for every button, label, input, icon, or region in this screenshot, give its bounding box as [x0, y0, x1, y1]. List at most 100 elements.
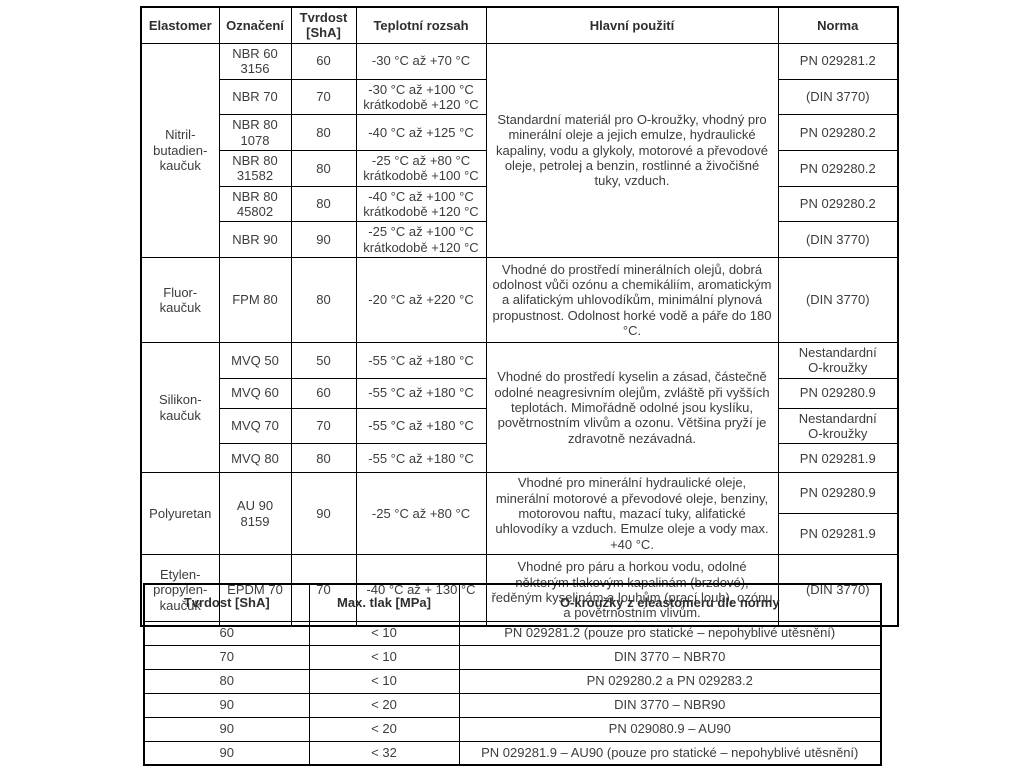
cell-norma: PN 029280.2	[777, 114, 899, 151]
cell-max-tlak: < 20	[308, 692, 460, 718]
table-row: Silikon- kaučuk MVQ 50 50 -55 °C až +180…	[140, 341, 899, 474]
cell-tvrdost: 60	[143, 620, 310, 646]
cell-max-tlak: < 10	[308, 620, 460, 646]
table-row: 90 < 20 PN 029080.9 – AU90	[143, 716, 882, 742]
cell-elastomer: Polyuretan	[140, 472, 220, 555]
cell-max-tlak: < 20	[308, 716, 460, 742]
cell-tvrdost: 90	[143, 740, 310, 766]
oring-pressure-table: Tvrdost [ShA] Max. tlak [MPa] O-kroužky …	[143, 583, 882, 766]
cell-rozsah: -30 °C až +100 °C krátkodobě +120 °C	[355, 78, 487, 116]
table-row: Polyuretan AU 90 8159 90 -25 °C až +80 °…	[140, 472, 899, 555]
cell-oznaceni: AU 90 8159	[218, 472, 292, 555]
cell-rozsah: -20 °C až +220 °C	[355, 256, 487, 343]
cell-rozsah: -55 °C až +180 °C	[355, 341, 487, 379]
cell-norma: PN 029280.2	[777, 149, 899, 187]
cell-tvrdost: 80	[290, 256, 357, 343]
cell-pouziti: Vhodné do prostředí minerálních olejů, d…	[485, 256, 779, 343]
col-header-norma: Norma	[777, 6, 899, 44]
cell-rozsah: -25 °C až +80 °C krátkodobě +100 °C	[355, 149, 487, 187]
cell-norma: PN 029281.2 (pouze pro statické – nepohy…	[458, 620, 882, 646]
cell-rozsah: -55 °C až +180 °C	[355, 443, 487, 474]
header-row: Elastomer Označení Tvrdost [ShA] Teplotn…	[140, 6, 899, 44]
table-row: NBR 90 90 -25 °C až +100 °C krátkodobě +…	[141, 221, 899, 258]
cell-tvrdost: 90	[143, 692, 310, 718]
cell-tvrdost: 70	[143, 644, 310, 670]
cell-norma: PN 029280.2	[777, 185, 899, 223]
table-row: NBR 80 45802 80 -40 °C až +100 °C krátko…	[141, 185, 899, 223]
cell-tvrdost: 80	[143, 668, 310, 694]
cell-norma: DIN 3770 – NBR70	[458, 644, 882, 670]
cell-oznaceni: NBR 80 1078	[218, 114, 292, 151]
cell-tvrdost: 80	[290, 185, 357, 223]
elastomer-table: Elastomer Označení Tvrdost [ShA] Teplotn…	[140, 6, 899, 628]
cell-max-tlak: < 10	[308, 668, 460, 694]
table-row: 70 < 10 DIN 3770 – NBR70	[143, 644, 882, 670]
cell-pouziti: Vhodné do prostředí kyselin a zásad, čás…	[485, 341, 779, 474]
cell-oznaceni: NBR 70	[218, 78, 292, 116]
cell-oznaceni: FPM 80	[218, 256, 292, 343]
table-row: MVQ 80 80 -55 °C až +180 °C PN 029281.9	[141, 443, 899, 474]
table-row: Fluor- kaučuk FPM 80 80 -20 °C až +220 °…	[140, 256, 899, 343]
cell-max-tlak: < 10	[308, 644, 460, 670]
cell-rozsah: -55 °C až +180 °C	[355, 407, 487, 445]
cell-oznaceni: MVQ 70	[218, 407, 292, 445]
table-row: NBR 70 70 -30 °C až +100 °C krátkodobě +…	[141, 78, 899, 116]
cell-norma: Nestandardní O-kroužky	[777, 407, 899, 445]
cell-tvrdost: 70	[290, 407, 357, 445]
cell-tvrdost: 90	[143, 716, 310, 742]
cell-pouziti: Vhodné pro minerální hydraulické oleje, …	[485, 472, 779, 555]
cell-rozsah: -40 °C až +125 °C	[355, 114, 487, 151]
col-header-tvrdost: Tvrdost [ShA]	[143, 583, 310, 622]
cell-elastomer: Silikon- kaučuk	[140, 341, 220, 474]
cell-rozsah: -55 °C až +180 °C	[355, 377, 487, 409]
cell-tvrdost: 90	[290, 472, 357, 555]
cell-norma: PN 029280.9	[777, 472, 899, 515]
table-row: PN 029281.9	[141, 513, 899, 555]
cell-norma: PN 029281.9	[777, 443, 899, 474]
table-row: NBR 80 1078 80 -40 °C až +125 °C PN 0292…	[141, 114, 899, 151]
cell-tvrdost: 50	[290, 341, 357, 379]
cell-norma: PN 029281.2	[777, 42, 899, 80]
cell-norma: PN 029080.9 – AU90	[458, 716, 882, 742]
cell-norma: PN 029280.2 a PN 029283.2	[458, 668, 882, 694]
header-row: Tvrdost [ShA] Max. tlak [MPa] O-kroužky …	[143, 583, 882, 622]
table-row: 80 < 10 PN 029280.2 a PN 029283.2	[143, 668, 882, 694]
cell-oznaceni: MVQ 60	[218, 377, 292, 409]
cell-pouziti: Standardní materiál pro O-kroužky, vhodn…	[485, 42, 779, 258]
cell-norma: Nestandardní O-kroužky	[777, 341, 899, 379]
table-row: 90 < 32 PN 029281.9 – AU90 (pouze pro st…	[143, 740, 882, 766]
table-row: 90 < 20 DIN 3770 – NBR90	[143, 692, 882, 718]
cell-tvrdost: 60	[290, 42, 357, 80]
cell-oznaceni: NBR 60 3156	[218, 42, 292, 80]
cell-tvrdost: 80	[290, 443, 357, 474]
cell-norma: PN 029281.9	[777, 513, 899, 555]
cell-norma: PN 029280.9	[777, 377, 899, 409]
cell-tvrdost: 80	[290, 149, 357, 187]
cell-oznaceni: NBR 80 45802	[218, 185, 292, 223]
cell-elastomer: Fluor- kaučuk	[140, 256, 220, 343]
cell-oznaceni: NBR 80 31582	[218, 149, 292, 187]
cell-max-tlak: < 32	[308, 740, 460, 766]
cell-rozsah: -40 °C až +100 °C krátkodobě +120 °C	[355, 185, 487, 223]
col-header-oznaceni: Označení	[218, 6, 292, 44]
table-row: 60 < 10 PN 029281.2 (pouze pro statické …	[143, 620, 882, 646]
cell-norma: (DIN 3770)	[777, 221, 899, 258]
cell-tvrdost: 70	[290, 78, 357, 116]
col-header-max-tlak: Max. tlak [MPa]	[308, 583, 460, 622]
table-row: Nitril- butadien- kaučuk NBR 60 3156 60 …	[140, 42, 899, 258]
cell-rozsah: -25 °C až +100 °C krátkodobě +120 °C	[355, 221, 487, 258]
cell-tvrdost: 90	[290, 221, 357, 258]
cell-norma: DIN 3770 – NBR90	[458, 692, 882, 718]
cell-elastomer: Nitril- butadien- kaučuk	[140, 42, 220, 258]
cell-rozsah: -30 °C až +70 °C	[355, 42, 487, 80]
col-header-okrouzky-norma: O-kroužky z eleastomeru dle normy	[458, 583, 882, 622]
cell-norma: PN 029281.9 – AU90 (pouze pro statické –…	[458, 740, 882, 766]
table-row: MVQ 60 60 -55 °C až +180 °C PN 029280.9	[141, 377, 899, 409]
col-header-teplotni-rozsah: Teplotní rozsah	[355, 6, 487, 44]
cell-norma: (DIN 3770)	[777, 256, 899, 343]
cell-tvrdost: 60	[290, 377, 357, 409]
col-header-tvrdost: Tvrdost [ShA]	[290, 6, 357, 44]
cell-oznaceni: MVQ 50	[218, 341, 292, 379]
col-header-elastomer: Elastomer	[140, 6, 220, 44]
